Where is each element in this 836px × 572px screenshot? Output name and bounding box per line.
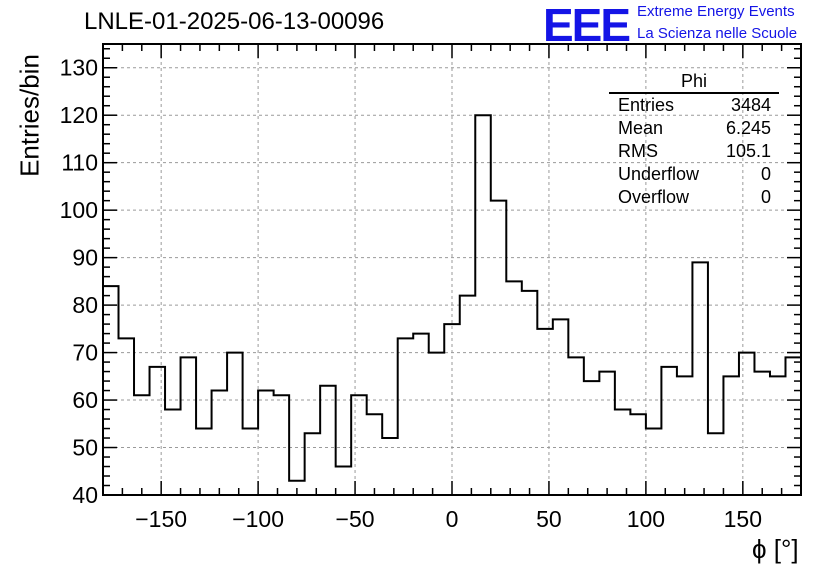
x-tick-label: −100: [232, 506, 284, 532]
stats-label: Overflow: [618, 187, 690, 207]
stats-value: 105.1: [725, 141, 771, 161]
y-tick-label: 40: [72, 482, 98, 508]
stats-row-entries: Entries 3484: [609, 94, 779, 117]
x-tick-label: 0: [446, 506, 459, 532]
y-tick-label: 130: [60, 55, 98, 81]
y-tick-label: 50: [72, 435, 98, 461]
histogram-series: [103, 114, 801, 482]
y-tick-label: 60: [72, 387, 98, 413]
eee-logo: EEE: [543, 0, 631, 51]
stats-value: 0: [760, 187, 771, 207]
y-tick-label: 100: [60, 197, 98, 223]
y-tick-label: 70: [72, 340, 98, 366]
stats-value: 0: [760, 164, 771, 184]
y-tick-label: 110: [61, 150, 98, 176]
stats-title: Phi: [609, 70, 779, 94]
y-tick-label: 120: [60, 102, 98, 128]
x-tick-label: −150: [135, 506, 187, 532]
x-tick-label: 50: [536, 506, 562, 532]
stats-box: Phi Entries 3484 Mean 6.245 RMS 105.1 Un…: [609, 70, 779, 209]
stats-value: 6.245: [725, 118, 771, 138]
stats-row-rms: RMS 105.1: [609, 140, 779, 163]
stats-row-underflow: Underflow 0: [609, 163, 779, 186]
stats-label: RMS: [618, 141, 658, 161]
stats-row-overflow: Overflow 0: [609, 186, 779, 209]
x-tick-label: 100: [627, 506, 665, 532]
stats-label: Entries: [618, 95, 675, 115]
chart-title: LNLE-01-2025-06-13-00096: [84, 8, 385, 35]
stats-label: Underflow: [618, 164, 700, 184]
x-tick-label: −50: [336, 506, 375, 532]
logo-line-2: La Scienza nelle Scuole: [637, 25, 798, 42]
logo-line-1: Extreme Energy Events: [637, 3, 795, 20]
x-tick-label: 150: [724, 506, 762, 532]
stats-row-mean: Mean 6.245: [609, 117, 779, 140]
x-axis-label: ϕ [°]: [752, 534, 799, 564]
stats-value: 3484: [730, 95, 771, 115]
y-tick-label: 90: [72, 245, 98, 271]
stats-label: Mean: [618, 118, 664, 138]
y-tick-label: 80: [72, 292, 98, 318]
